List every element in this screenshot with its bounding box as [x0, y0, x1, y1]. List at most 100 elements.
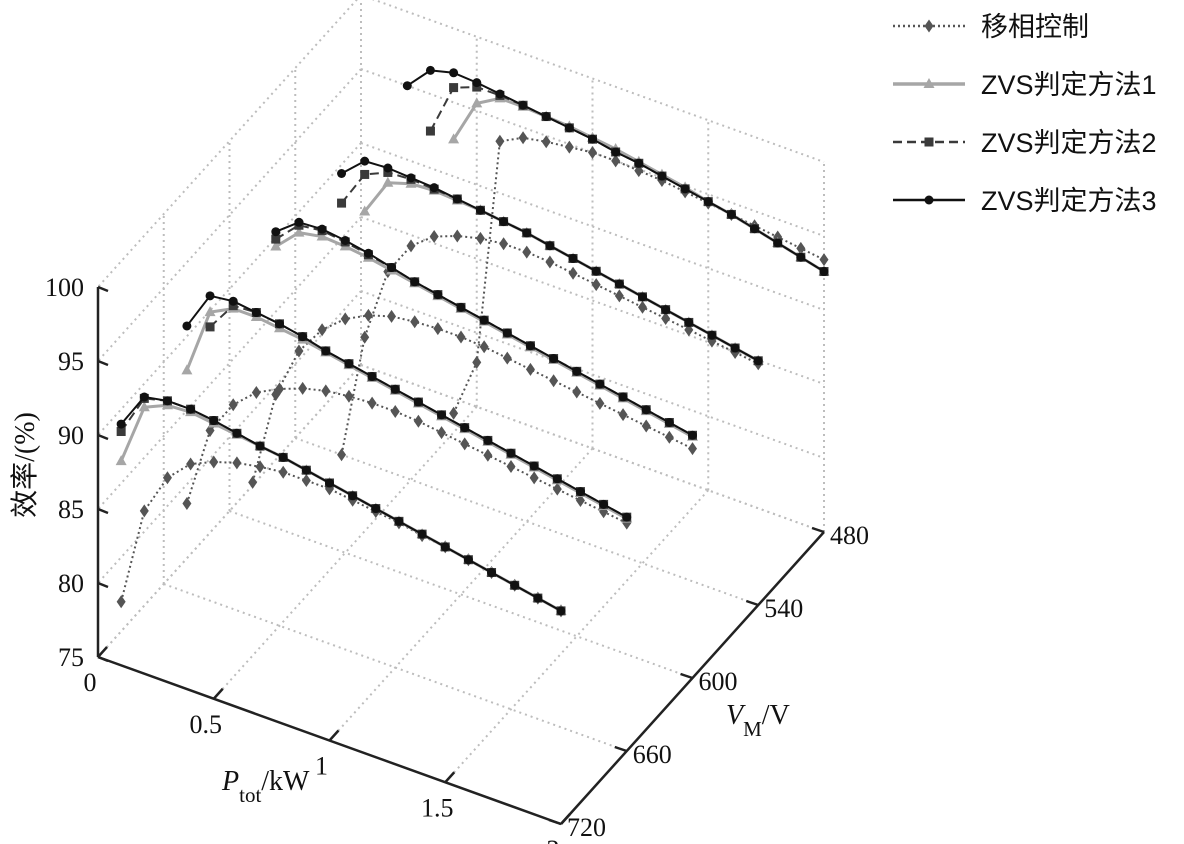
data-point — [337, 169, 347, 178]
data-point — [819, 253, 829, 267]
data-point — [688, 442, 697, 456]
data-point — [518, 131, 528, 145]
data-point — [703, 197, 713, 207]
data-point — [796, 252, 806, 262]
data-point — [525, 341, 535, 351]
legend-label: ZVS判定方法3 — [981, 186, 1157, 216]
power-tick-label: 0.5 — [190, 710, 223, 739]
data-point — [139, 392, 149, 402]
data-point — [275, 382, 284, 396]
data-point — [506, 448, 516, 458]
data-point — [360, 330, 370, 344]
data-point — [413, 397, 423, 407]
power-tick — [212, 687, 224, 700]
data-point — [294, 344, 304, 358]
legend-item-2: ZVS判定方法1 — [893, 70, 1157, 100]
data-point — [638, 300, 647, 314]
data-point — [162, 396, 172, 406]
series-4-v660 — [182, 291, 632, 522]
data-point — [680, 184, 690, 194]
power-tick — [328, 729, 340, 742]
back-wall-grid-eff — [360, 216, 825, 385]
data-point — [316, 230, 328, 241]
efficiency-tick-label: 75 — [58, 643, 84, 672]
data-point — [325, 478, 334, 488]
series-line — [363, 181, 759, 363]
data-point — [483, 435, 493, 445]
voltage-tick-label: 720 — [567, 813, 606, 842]
data-point — [730, 343, 740, 353]
back-wall-grid-eff — [360, 290, 825, 459]
data-point — [359, 205, 371, 216]
data-point — [483, 448, 493, 462]
data-point — [499, 237, 509, 251]
data-point — [387, 309, 397, 323]
data-point — [410, 277, 420, 287]
data-point — [641, 419, 651, 433]
series-3-v480 — [425, 82, 829, 277]
data-point — [641, 405, 651, 415]
data-point — [186, 404, 196, 414]
data-point — [394, 516, 404, 526]
tick-labels: 75 80 85 90 95 100 0 0.5 1 1.5 2 480 540 600 660 720 Pto… — [9, 273, 869, 844]
legend-label: ZVS判定方法2 — [981, 128, 1157, 158]
data-point — [429, 183, 439, 193]
data-point — [228, 398, 238, 412]
series-4-v720 — [116, 392, 566, 616]
data-point — [367, 371, 377, 381]
power-tick — [97, 646, 108, 658]
voltage-tick — [680, 672, 693, 680]
efficiency-tick — [97, 285, 109, 293]
data-point — [572, 385, 582, 399]
legend-swatch-marker — [923, 78, 935, 88]
floor-grid-v — [229, 510, 693, 679]
data-point — [182, 497, 192, 511]
data-point — [387, 263, 397, 273]
data-point — [618, 408, 628, 422]
voltage-tick-label: 600 — [699, 667, 738, 696]
data-point — [564, 123, 574, 133]
data-point — [588, 134, 597, 144]
data-point — [437, 426, 447, 440]
data-point — [449, 83, 459, 93]
data-point — [406, 239, 416, 253]
data-point — [599, 499, 609, 509]
data-point — [499, 217, 509, 227]
series-1-v540 — [337, 229, 763, 462]
series-4-v600 — [271, 217, 697, 440]
legend-label: ZVS判定方法1 — [981, 70, 1157, 100]
data-point — [317, 224, 327, 234]
data-point — [753, 356, 763, 366]
data-point — [572, 366, 582, 376]
data-point — [209, 455, 219, 469]
efficiency-tick-label: 95 — [58, 347, 84, 376]
data-point — [337, 448, 347, 462]
data-point — [506, 460, 516, 474]
data-point — [796, 241, 806, 255]
voltage-axis-title: VM/V — [726, 700, 790, 741]
data-point — [622, 512, 632, 522]
data-point — [475, 205, 485, 215]
data-series — [115, 65, 830, 618]
axes — [96, 285, 825, 826]
data-point — [116, 419, 126, 429]
data-point — [460, 423, 470, 433]
series-4-v540 — [337, 156, 763, 366]
data-point — [456, 330, 466, 344]
data-point — [456, 302, 466, 312]
back-wall-grid-eff — [371, 0, 825, 163]
data-point — [340, 312, 350, 326]
efficiency-tick-label: 85 — [58, 495, 84, 524]
series-2-v720 — [115, 399, 567, 615]
data-point — [348, 491, 358, 501]
data-point — [232, 456, 242, 470]
data-point — [301, 465, 311, 475]
series-line — [452, 136, 825, 414]
efficiency-tick — [97, 359, 109, 367]
data-point — [251, 385, 261, 399]
data-point — [819, 267, 829, 277]
data-point — [664, 430, 674, 444]
data-point — [410, 315, 420, 329]
data-point — [552, 474, 562, 484]
power-axis-title: Ptot/kW — [221, 766, 310, 807]
